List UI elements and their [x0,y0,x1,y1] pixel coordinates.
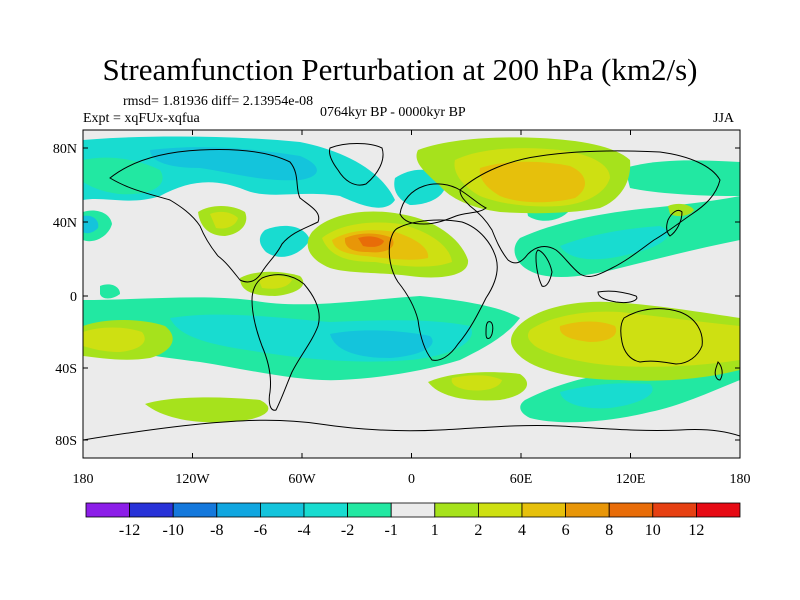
colorbar-label: -4 [297,522,310,539]
pos-region-southern-ocean-west [145,397,269,423]
colorbar-box [434,502,479,518]
coast-madagascar [485,321,494,339]
pos-core-west-na [210,211,238,229]
contour-fields [83,136,740,441]
neg-region-north-pacific-east [625,160,740,196]
colorbar-label: -6 [254,522,267,539]
lon-label: 0 [408,472,415,487]
colorbar-box [85,502,130,518]
coast-africa [388,219,498,361]
colorbar-label: 8 [605,522,613,539]
colorbar-label: 10 [645,522,661,539]
pos-core-eurasia-6 [479,161,586,203]
lon-label: 180 [73,472,94,487]
lon-label: 60W [288,472,316,487]
coast-australia [620,308,703,365]
lat-label: 0 [70,290,77,305]
colorbar-box [347,502,392,518]
neg-region-arctic-core [150,147,317,181]
season-label: JJA [713,111,735,126]
neg-core-date-line [83,215,99,234]
coast-new-zealand [714,361,723,381]
colorbar-box [259,502,305,518]
colorbar-label: 2 [474,522,482,539]
colorbar-label: -10 [163,522,184,539]
colorbar: -12 -10 -8 -6 -4 -2 -1 1 2 4 6 8 10 12 [85,502,741,539]
map-title: Streamfunction Perturbation at 200 hPa (… [102,52,698,87]
pos-core-south-indian [451,375,502,391]
lat-label: 80N [53,142,77,157]
neg-region-tropical-pacific [100,284,120,299]
colorbar-box [172,502,218,518]
colorbar-box [129,502,174,518]
colorbar-box [608,502,654,518]
colorbar-box [216,502,261,518]
colorbar-box [521,502,566,518]
pos-core-australia-6 [559,321,617,342]
pos-core-south-america-north [258,275,292,289]
lon-label: 180 [730,472,751,487]
coastlines [83,143,740,441]
lat-label: 80S [55,434,77,449]
colorbar-box [696,502,741,518]
coast-europe [399,183,487,225]
pos-core-south-pacific [83,327,145,352]
period-label: 0764kyr BP - 0000kyr BP [320,105,466,120]
coast-asia [459,150,721,277]
colorbar-label: -12 [119,522,140,539]
stats-line: rmsd= 1.81936 diff= 2.13954e-08 [123,94,314,109]
coast-greenland [329,143,384,186]
colorbar-label: 4 [518,522,526,539]
neg-region-north-pacific [83,157,163,195]
coast-japan [666,209,683,237]
experiment-label: Expt = xqFUx-xqfua [83,111,200,126]
coast-indonesia [597,290,638,303]
neg-core-south-atlantic [330,330,433,358]
colorbar-label: -2 [341,522,354,539]
lon-label: 60E [510,472,533,487]
coast-antarctica [83,419,740,441]
pos-region-east-asia-small [668,203,694,217]
neg-core-east-asia [560,226,669,260]
colorbar-label: -8 [210,522,223,539]
colorbar-box [390,502,436,518]
colorbar-label: -1 [385,522,398,539]
latitude-axis: 80N 40N 0 40S 80S [53,142,740,449]
colorbar-label: 6 [562,522,570,539]
longitude-axis: 180 120W 60W 0 60E 120E 180 [73,130,751,487]
coast-south-america [251,274,320,411]
colorbar-box [303,502,348,518]
lat-label: 40N [53,216,77,231]
lon-label: 120W [175,472,210,487]
coast-north-america [109,149,320,283]
coast-india [535,249,553,287]
colorbar-box [477,502,523,518]
pos-core-north-africa-10 [358,236,384,247]
neg-core-southern-ocean [560,383,653,409]
colorbar-box [652,502,697,518]
colorbar-label: 12 [688,522,704,539]
lat-label: 40S [55,362,77,377]
colorbar-label: 1 [431,522,439,539]
colorbar-box [565,502,610,518]
lon-label: 120E [616,472,646,487]
